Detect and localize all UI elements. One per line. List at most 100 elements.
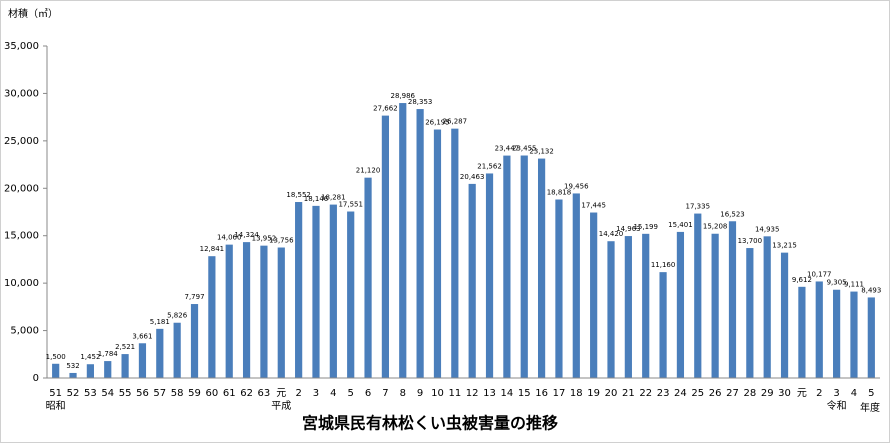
value-label: 15,199 xyxy=(633,223,658,231)
x-tick-label: 51 xyxy=(49,388,62,399)
x-tick-label: 5 xyxy=(348,388,354,399)
value-label: 1,784 xyxy=(98,350,119,358)
bar xyxy=(69,372,77,378)
x-tick-label: 26 xyxy=(709,388,722,399)
value-label: 5,826 xyxy=(167,312,188,320)
bar xyxy=(347,211,355,378)
bar xyxy=(242,242,251,378)
x-tick-label: 55 xyxy=(119,388,132,399)
bar xyxy=(642,233,650,378)
value-label: 9,305 xyxy=(827,279,847,287)
value-label: 10,177 xyxy=(807,270,832,278)
bar xyxy=(173,322,181,378)
bar xyxy=(451,128,459,378)
x-tick-label: 58 xyxy=(171,388,184,399)
value-label: 12,841 xyxy=(200,245,225,253)
value-label: 23,132 xyxy=(529,148,554,156)
bar xyxy=(520,155,528,378)
value-label: 27,662 xyxy=(373,105,398,113)
bar xyxy=(295,202,303,378)
era-label: 令和 xyxy=(827,399,847,412)
value-label: 28,353 xyxy=(408,98,433,106)
x-tick-label: 9 xyxy=(417,388,423,399)
bar xyxy=(156,328,164,378)
value-label: 1,452 xyxy=(80,353,100,361)
value-label: 26,287 xyxy=(443,118,468,126)
x-tick-label: 22 xyxy=(639,388,652,399)
bar xyxy=(607,241,615,378)
value-label: 14,935 xyxy=(755,225,780,233)
bar xyxy=(659,272,667,378)
x-tick-label: 4 xyxy=(330,388,336,399)
y-tick-label: 20,000 xyxy=(4,183,39,194)
x-tick-label: 16 xyxy=(535,388,548,399)
value-label: 9,111 xyxy=(844,281,864,289)
value-label: 17,551 xyxy=(338,201,363,209)
bar xyxy=(277,247,285,378)
x-tick-label: 14 xyxy=(501,388,514,399)
bar xyxy=(364,177,372,378)
bar xyxy=(850,291,858,378)
bar xyxy=(381,115,390,378)
bar xyxy=(624,236,632,378)
bar xyxy=(329,204,337,378)
x-tick-label: 24 xyxy=(674,388,687,399)
x-tick-label: 54 xyxy=(101,388,114,399)
bar xyxy=(86,364,94,378)
x-tick-label: 6 xyxy=(365,388,371,399)
era-label: 昭和 xyxy=(46,400,66,412)
value-label: 14,963 xyxy=(616,225,641,233)
value-label: 18,552 xyxy=(286,191,311,199)
x-tick-label: 21 xyxy=(622,388,635,399)
x-tick-label: 12 xyxy=(466,388,479,399)
bar xyxy=(503,155,511,378)
value-label: 28,986 xyxy=(391,92,416,100)
value-label: 17,335 xyxy=(686,203,711,211)
x-tick-label: 28 xyxy=(743,388,756,399)
value-label: 23,447 xyxy=(495,145,520,153)
bar xyxy=(746,248,754,378)
value-label: 14,324 xyxy=(234,231,259,239)
value-label: 19,456 xyxy=(564,182,589,190)
bar xyxy=(676,231,685,378)
y-tick-label: 30,000 xyxy=(4,88,39,99)
x-tick-label: 19 xyxy=(587,388,600,399)
bar xyxy=(815,281,823,378)
bar xyxy=(590,212,598,378)
x-tick-label: 17 xyxy=(553,388,566,399)
bar xyxy=(433,129,442,378)
value-label: 13,952 xyxy=(252,235,277,243)
value-label: 2,521 xyxy=(115,343,135,351)
bar xyxy=(728,221,737,378)
value-label: 3,661 xyxy=(132,332,152,340)
value-label: 18,818 xyxy=(547,188,572,196)
x-tick-label: 元 xyxy=(797,388,807,399)
bar xyxy=(416,109,424,378)
x-tick-label: 3 xyxy=(313,388,319,399)
bar xyxy=(555,199,563,378)
bar xyxy=(138,343,147,378)
value-label: 1,500 xyxy=(46,353,66,361)
x-tick-label: 61 xyxy=(223,388,236,399)
x-tick-label: 7 xyxy=(382,388,388,399)
bar xyxy=(190,304,199,378)
value-label: 13,700 xyxy=(738,237,763,245)
x-tick-label: 52 xyxy=(67,388,80,399)
bar xyxy=(763,236,771,378)
y-tick-label: 10,000 xyxy=(4,278,39,289)
x-tick-label: 4 xyxy=(851,388,857,399)
value-label: 11,160 xyxy=(651,261,676,269)
x-tick-label: 29 xyxy=(761,388,774,399)
y-axis-title: 材積（㎥） xyxy=(8,7,58,20)
y-tick-label: 0 xyxy=(33,373,39,384)
bar xyxy=(485,173,494,378)
bar xyxy=(572,193,580,378)
value-label: 532 xyxy=(66,362,79,370)
x-tick-label: 2 xyxy=(295,388,301,399)
value-label: 7,797 xyxy=(184,293,204,301)
x-tick-label: 3 xyxy=(833,388,839,399)
bar xyxy=(867,297,875,378)
bar xyxy=(468,183,476,378)
bar xyxy=(694,213,702,378)
